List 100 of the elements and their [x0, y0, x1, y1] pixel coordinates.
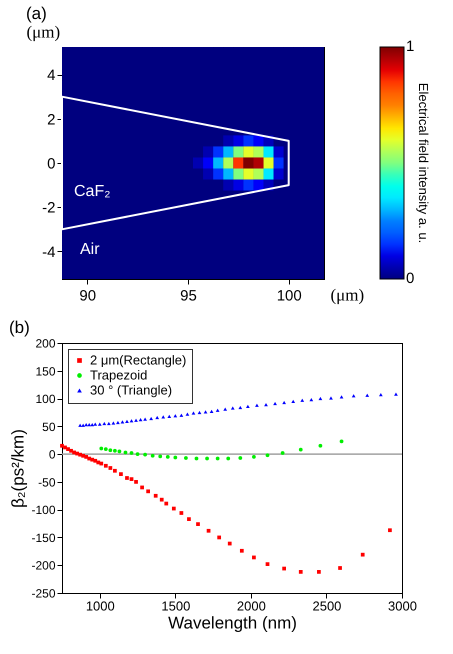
point — [282, 566, 286, 570]
y-tick-label: 50 — [42, 420, 56, 434]
point — [108, 466, 112, 470]
point — [143, 452, 147, 457]
point — [119, 472, 123, 476]
point — [166, 455, 170, 459]
point — [204, 410, 208, 414]
x-tick-label: 95 — [180, 288, 197, 304]
point — [338, 566, 342, 570]
point — [138, 418, 142, 422]
point — [112, 421, 116, 425]
point — [150, 454, 155, 458]
y-tick-label: -50 — [38, 475, 56, 490]
point — [210, 410, 214, 413]
point — [217, 536, 222, 540]
point — [228, 542, 232, 546]
point — [136, 452, 140, 456]
point — [238, 406, 242, 410]
point — [84, 455, 88, 459]
x-tick-label: 1000 — [86, 598, 115, 614]
point — [158, 454, 162, 458]
y-tick-label: 0 — [48, 448, 56, 462]
point — [309, 398, 314, 402]
y-tick-label: -2 — [42, 200, 56, 217]
point — [192, 411, 196, 415]
point — [388, 528, 392, 532]
point — [63, 446, 67, 450]
point — [329, 396, 333, 400]
y-tick-label: 4 — [47, 67, 56, 84]
y-axis-title: β₂(ps²/km) — [8, 429, 28, 508]
point — [81, 424, 86, 427]
point — [113, 468, 117, 473]
y-tick-label: -200 — [31, 558, 56, 573]
color-bar-label: 0 — [406, 270, 414, 287]
point — [180, 511, 184, 515]
y-tick-label: 100 — [35, 392, 56, 406]
point — [78, 424, 82, 427]
point — [184, 456, 188, 460]
point — [291, 400, 296, 403]
point — [173, 414, 178, 418]
color-bar-title: Electrical field intensity a. u. — [416, 82, 431, 244]
point — [280, 451, 284, 455]
point — [230, 406, 235, 410]
y-tick-label: -150 — [31, 530, 56, 545]
point — [352, 394, 356, 398]
point — [130, 477, 134, 481]
point — [317, 570, 321, 574]
x-axis-title: (μm) — [330, 286, 364, 304]
chart-title: (a) — [26, 4, 47, 23]
y-tick-label: 0 — [47, 156, 56, 172]
point — [246, 404, 250, 408]
point — [266, 562, 270, 566]
point — [340, 439, 344, 444]
point — [298, 570, 303, 574]
point — [87, 456, 92, 460]
point — [161, 415, 166, 419]
point — [172, 506, 176, 510]
point — [198, 410, 202, 414]
point — [118, 449, 122, 454]
point — [226, 456, 230, 460]
x-tick-label: 2000 — [236, 598, 266, 614]
point — [84, 423, 88, 426]
annotation: Air — [80, 240, 100, 258]
point — [196, 522, 200, 526]
point — [120, 420, 124, 424]
x-tick-label: 90 — [79, 288, 96, 304]
point — [125, 476, 129, 480]
point — [194, 456, 198, 460]
point — [72, 450, 76, 454]
legend-label: 2 μm(Rectangle) — [90, 352, 186, 368]
point — [155, 416, 160, 420]
y-tick-label: 150 — [35, 364, 56, 378]
point — [187, 517, 191, 521]
point — [378, 393, 383, 396]
point — [205, 456, 209, 460]
legend-label: Trapezoid — [90, 368, 148, 382]
point — [164, 502, 168, 506]
point — [134, 480, 138, 484]
color-bar-label: 1 — [406, 38, 414, 55]
point — [264, 403, 268, 406]
point — [99, 446, 104, 450]
point — [134, 418, 138, 422]
point — [104, 447, 108, 451]
point — [130, 451, 134, 455]
chart-title: (b) — [8, 318, 30, 337]
x-tick-label: 1500 — [161, 598, 190, 614]
point — [125, 420, 129, 423]
point — [318, 444, 322, 448]
point — [87, 423, 92, 426]
point — [255, 404, 259, 407]
point — [216, 456, 220, 460]
point — [180, 414, 184, 417]
point — [99, 462, 104, 466]
point — [116, 420, 120, 424]
point — [140, 486, 144, 490]
point — [365, 394, 370, 397]
point — [93, 422, 98, 426]
point — [298, 448, 303, 452]
point — [252, 455, 256, 459]
point — [252, 556, 256, 560]
